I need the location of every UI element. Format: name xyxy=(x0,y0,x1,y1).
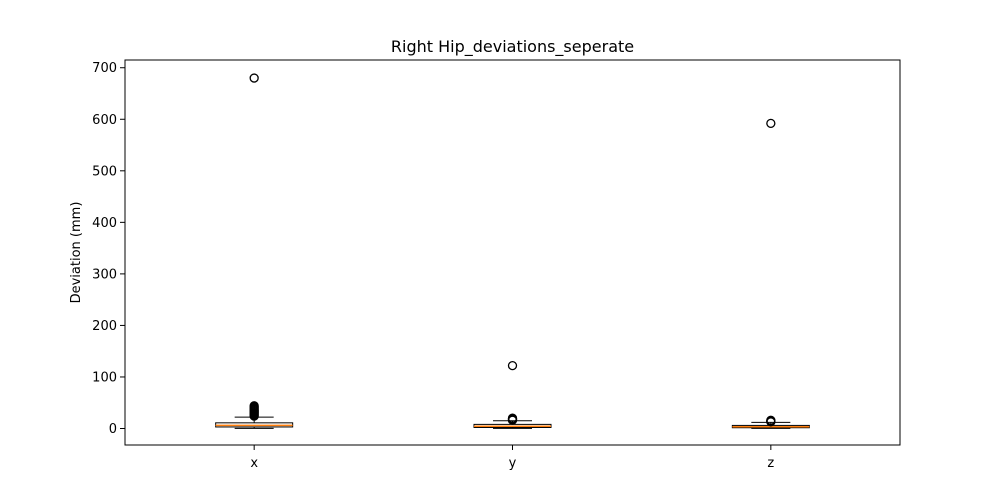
plot-frame xyxy=(124,59,901,446)
x-axis-ticks: x y z xyxy=(250,445,774,471)
outlier-point xyxy=(507,360,518,371)
outlier-point xyxy=(507,413,518,423)
y-tick-label: 0 xyxy=(109,422,117,437)
y-tick-label: 300 xyxy=(92,267,117,282)
box-z xyxy=(731,118,810,429)
y-tick-label: 400 xyxy=(92,216,117,231)
box-y xyxy=(473,360,552,429)
x-tick-label: x xyxy=(250,456,258,471)
outlier-point xyxy=(766,415,776,425)
y-tick-label: 200 xyxy=(92,319,117,334)
x-tick-label: y xyxy=(509,456,517,471)
y-tick-label: 600 xyxy=(92,113,117,128)
y-axis-label: Deviation (mm) xyxy=(69,202,84,304)
box-x xyxy=(215,73,294,429)
box-group xyxy=(215,73,810,429)
chart-title: Right Hip_deviations_seperate xyxy=(391,37,634,57)
y-tick-label: 700 xyxy=(92,61,117,76)
y-tick-label: 500 xyxy=(92,164,117,179)
x-tick-label: z xyxy=(767,456,774,471)
y-axis-ticks: 0 100 200 300 400 500 600 700 xyxy=(92,61,125,437)
outlier-point xyxy=(249,401,259,411)
outlier-point xyxy=(249,73,259,83)
outlier-point xyxy=(766,118,776,129)
y-tick-label: 100 xyxy=(92,370,117,385)
